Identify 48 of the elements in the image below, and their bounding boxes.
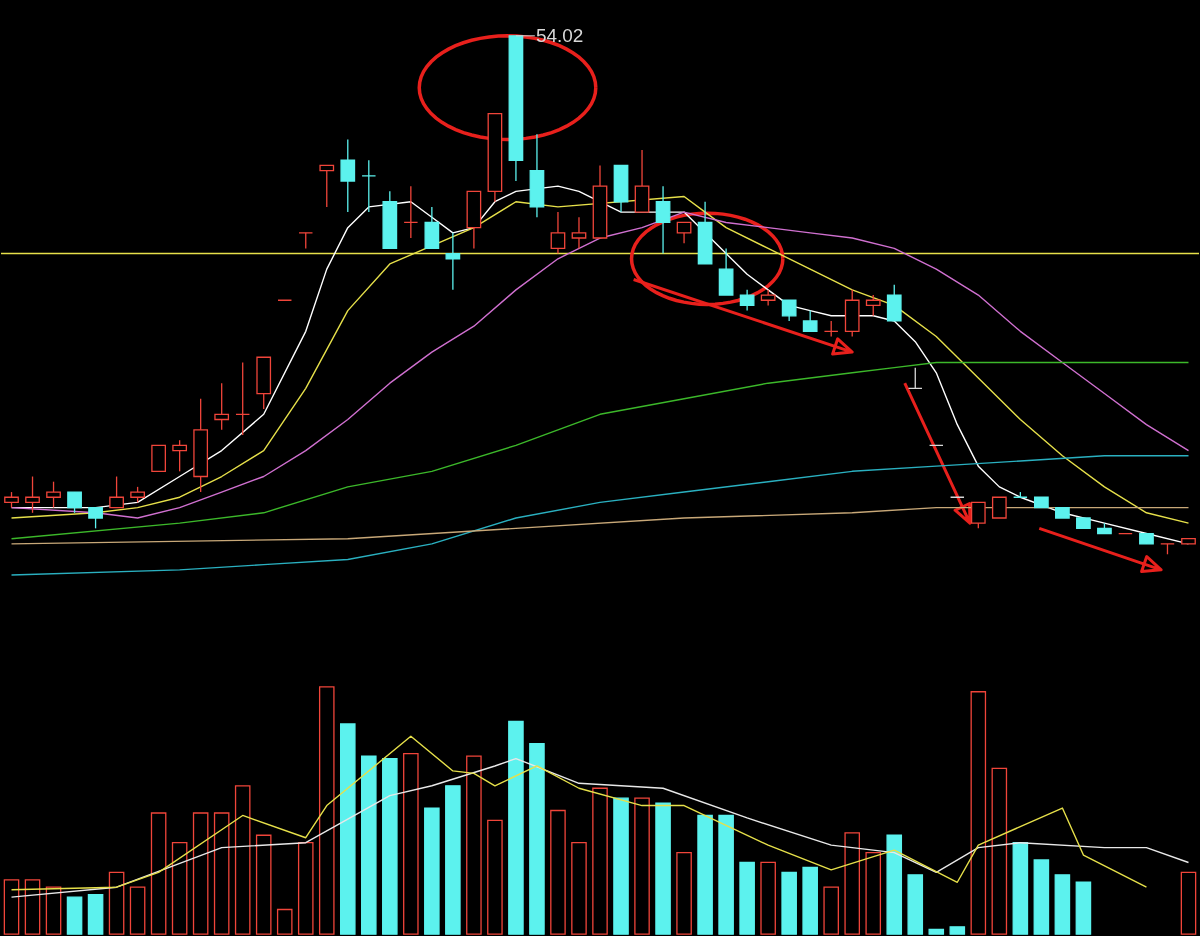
bar: [697, 814, 713, 935]
bar: [382, 757, 398, 935]
bar: [1054, 874, 1071, 935]
annotation: 54.02: [535, 24, 584, 46]
bar: [445, 785, 461, 935]
candlestick: [25, 475, 40, 514]
candlestick: [88, 506, 103, 529]
candlestick: [907, 366, 923, 390]
bar: [508, 720, 524, 935]
candlestick: [970, 501, 986, 529]
bar: [907, 874, 924, 935]
candlestick: [214, 382, 230, 431]
candlestick: [172, 439, 188, 472]
candlestick: [235, 361, 251, 436]
bar: [718, 814, 734, 935]
bar: [87, 893, 104, 935]
bar: [66, 896, 83, 935]
bar: [1033, 859, 1050, 935]
bar: [529, 743, 545, 935]
bar: [802, 866, 818, 935]
bar: [1075, 881, 1092, 935]
bar: [739, 861, 755, 935]
candlestick: [361, 159, 377, 213]
bar: [949, 926, 966, 935]
bar: [886, 834, 903, 935]
bar: [339, 723, 356, 935]
candlestick: [802, 309, 818, 332]
candlestick: [571, 216, 587, 250]
candlestick: [550, 211, 566, 255]
bar: [1012, 842, 1029, 935]
candlestick: [67, 491, 82, 514]
bar: [928, 928, 945, 935]
candlestick: [781, 299, 797, 322]
candlestick: [403, 185, 419, 239]
candlestick: [46, 481, 61, 509]
bar: [613, 797, 629, 935]
candlestick: [865, 294, 881, 317]
candlestick: [739, 289, 755, 312]
candlestick: [340, 138, 356, 213]
candlestick: [676, 221, 692, 244]
candlestick: [319, 164, 335, 208]
candlestick: [991, 496, 1007, 519]
bar: [655, 802, 671, 935]
candlestick: [109, 475, 124, 509]
bar: [361, 755, 377, 935]
bar: [781, 871, 797, 935]
bar: [424, 807, 440, 935]
candlestick: [655, 185, 671, 255]
